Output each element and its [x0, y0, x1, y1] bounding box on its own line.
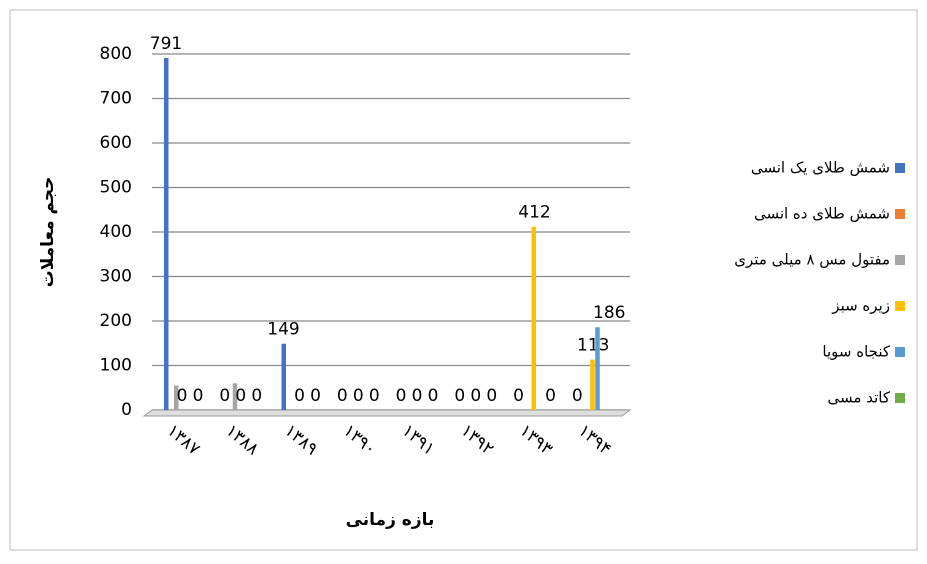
data-label: 791: [150, 34, 182, 54]
data-label: 0: [353, 386, 364, 406]
bar: [164, 58, 169, 410]
data-label: 0: [428, 386, 439, 406]
data-label: 0: [454, 386, 465, 406]
y-tick-label: 100: [100, 356, 132, 376]
data-label: 0: [486, 386, 497, 406]
data-label: 0: [177, 386, 188, 406]
data-label: 0: [513, 386, 524, 406]
legend-swatch: [895, 209, 905, 219]
y-axis-title: حجم معاملات: [38, 177, 58, 288]
y-tick-label: 200: [100, 311, 132, 331]
legend-label: شمش طلای ده انسی: [754, 205, 890, 223]
legend-swatch: [895, 301, 905, 311]
legend-label: کاتد مسی: [828, 389, 891, 407]
floor: [144, 410, 630, 416]
chart: حجم معاملات بازه زمانی 0 100 200 300 400 500 6…: [0, 0, 927, 560]
y-tick-label: 800: [100, 44, 132, 64]
y-tick-label: 300: [100, 267, 132, 287]
data-label: 0: [235, 386, 246, 406]
legend-swatch: [895, 163, 905, 173]
legend-label: کنجاه سویا: [822, 343, 890, 361]
data-label: 0: [470, 386, 481, 406]
x-axis-title: بازه زمانی: [346, 510, 435, 530]
data-label: 0: [412, 386, 423, 406]
y-tick-label: 700: [100, 89, 132, 109]
data-label: 412: [518, 203, 550, 223]
legend-swatch: [895, 393, 905, 403]
legend-label: مفتول مس ۸ میلی متری: [734, 251, 890, 269]
bar: [595, 327, 600, 410]
legend-swatch: [895, 255, 905, 265]
y-tick-label: 0: [121, 400, 132, 420]
legend-label: شمش طلای یک انسی: [751, 159, 890, 177]
y-tick-label: 400: [100, 222, 132, 242]
data-label: 0: [572, 386, 583, 406]
data-label: 0: [545, 386, 556, 406]
y-tick-label: 600: [100, 133, 132, 153]
data-label: 0: [251, 386, 262, 406]
chart-border: [10, 10, 917, 550]
data-label: 149: [267, 320, 299, 340]
data-label: 0: [294, 386, 305, 406]
bar: [590, 360, 595, 410]
data-label: 0: [369, 386, 380, 406]
data-label: 0: [219, 386, 230, 406]
data-label: 0: [310, 386, 321, 406]
data-label: 186: [593, 303, 625, 323]
bar: [532, 227, 537, 410]
bar: [282, 344, 287, 410]
data-label: 0: [337, 386, 348, 406]
data-label: 0: [193, 386, 204, 406]
legend-swatch: [895, 347, 905, 357]
legend-label: زیره سبز: [831, 297, 890, 315]
data-label: 113: [577, 336, 609, 356]
data-label: 0: [396, 386, 407, 406]
y-tick-label: 500: [100, 178, 132, 198]
